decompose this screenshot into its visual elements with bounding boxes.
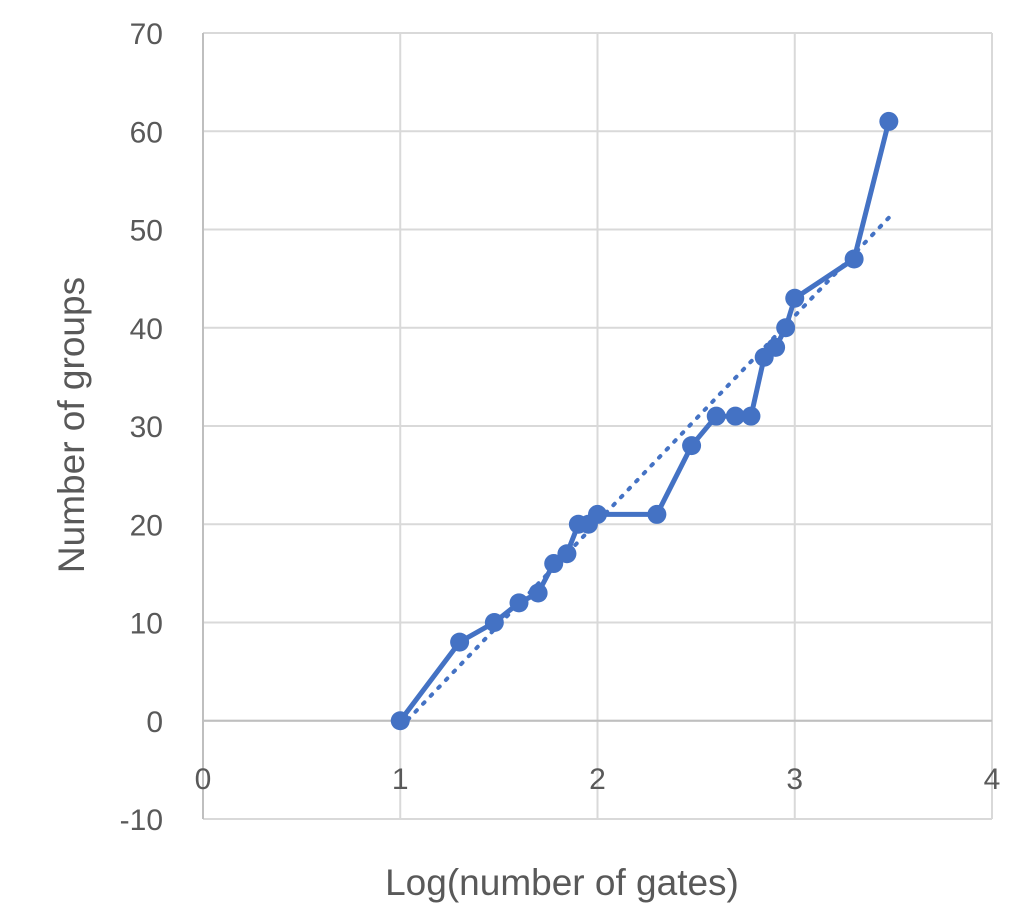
data-point — [557, 544, 577, 564]
x-tick-label: 2 — [589, 763, 606, 796]
trendline — [398, 215, 891, 730]
data-point — [390, 711, 410, 731]
data-point — [484, 613, 504, 632]
x-tick-label: 3 — [786, 763, 803, 796]
y-tick-label: 50 — [130, 215, 163, 248]
y-tick-label: 0 — [146, 706, 163, 739]
tick-labels: -10 0 10 20 30 40 50 60 70 0 1 2 3 4 — [120, 18, 1001, 837]
data-point — [647, 504, 667, 524]
x-axis-title: Log(number of gates) — [385, 862, 739, 903]
y-tick-label: 30 — [130, 411, 163, 444]
grid — [202, 32, 993, 820]
data-point — [544, 554, 564, 574]
data-point — [509, 593, 529, 613]
series — [390, 111, 899, 731]
y-tick-label: 40 — [130, 313, 163, 346]
x-tick-label: 4 — [984, 763, 1001, 796]
y-tick-label: -10 — [120, 804, 163, 837]
y-tick-label: 70 — [130, 18, 163, 51]
x-tick-label: 1 — [392, 763, 409, 796]
data-point — [725, 406, 745, 426]
trendline-line — [398, 215, 891, 730]
data-point — [450, 632, 470, 652]
data-point — [844, 249, 864, 269]
data-point — [588, 504, 607, 524]
data-point — [528, 583, 548, 603]
data-point — [785, 288, 805, 308]
x-tick-label: 0 — [195, 763, 212, 796]
data-point — [741, 406, 761, 426]
y-tick-label: 60 — [130, 116, 163, 149]
y-axis-title: Number of groups — [51, 277, 92, 573]
axes — [202, 33, 992, 819]
series-line — [397, 118, 892, 724]
data-point — [766, 337, 786, 357]
data-point — [776, 318, 796, 338]
data-point — [879, 111, 899, 131]
y-tick-label: 10 — [130, 608, 163, 641]
axis-titles: Log(number of gates) Number of groups — [51, 277, 739, 903]
data-point — [682, 436, 702, 456]
data-point — [706, 406, 726, 426]
y-tick-label: 20 — [130, 509, 163, 542]
